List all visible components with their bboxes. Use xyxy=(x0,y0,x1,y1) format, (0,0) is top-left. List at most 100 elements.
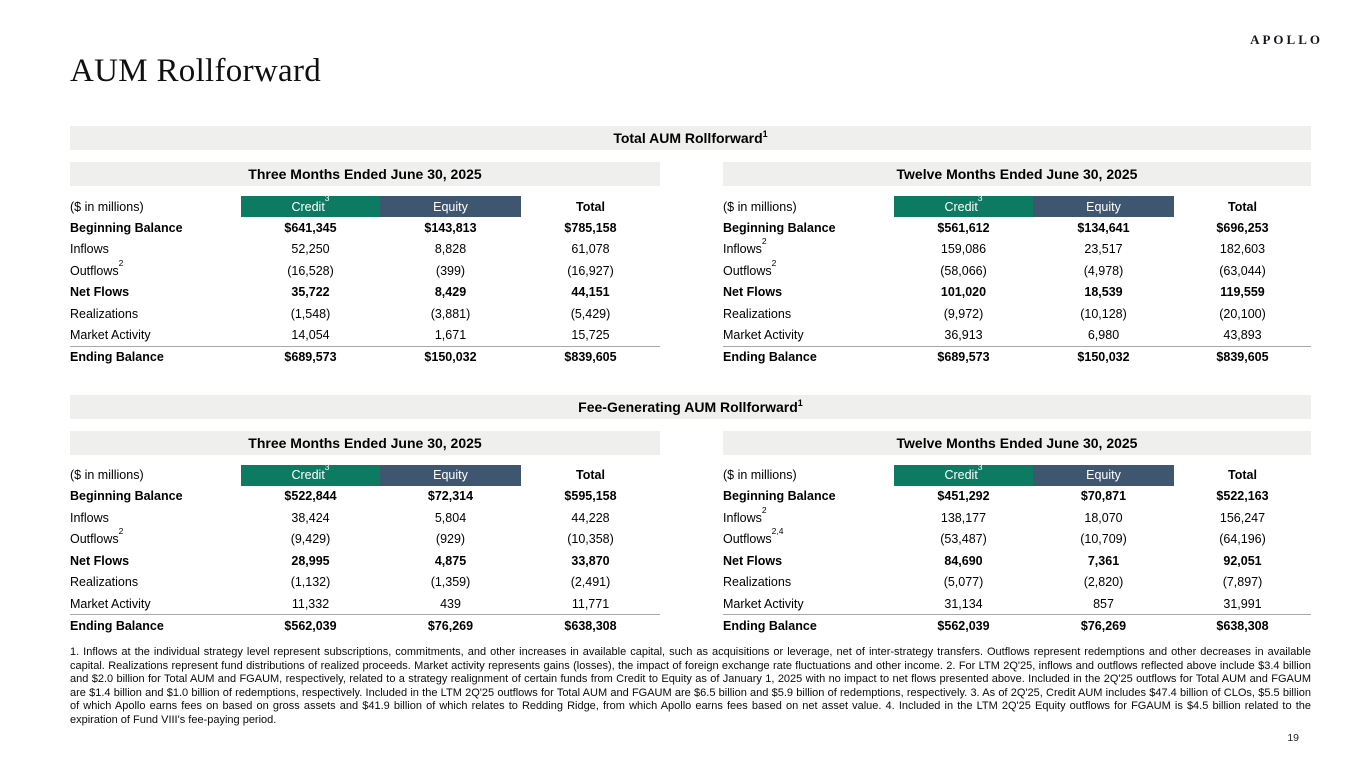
credit-value: 138,177 xyxy=(940,510,987,525)
column-header-credit: Credit3 xyxy=(894,194,1033,217)
table-row: Beginning Balance $561,612 $134,641 $696… xyxy=(723,217,1311,239)
column-header-total: Total xyxy=(576,199,605,214)
credit-value: 52,250 xyxy=(291,242,330,257)
fg-aum-three-month-table: ($ in millions) Credit3 Equity Total Beg… xyxy=(70,463,660,636)
column-header-total: Total xyxy=(1228,199,1257,214)
equity-value: (10,128) xyxy=(1080,306,1127,321)
table-row: Net Flows 84,690 7,361 92,051 xyxy=(723,550,1311,572)
row-label: Outflows xyxy=(70,263,119,278)
table-row: Ending Balance $689,573 $150,032 $839,60… xyxy=(70,345,660,368)
credit-value: (9,429) xyxy=(290,532,331,547)
table-row: Inflows2 138,177 18,070 156,247 xyxy=(723,505,1311,529)
total-aum-three-month-block: Three Months Ended June 30, 2025 ($ in m… xyxy=(70,162,660,368)
column-header-row: ($ in millions) Credit3 Equity Total xyxy=(723,461,1311,486)
column-header-total: Total xyxy=(1228,468,1257,482)
section-title-band: Fee-Generating AUM Rollforward 1 xyxy=(70,394,1311,419)
unit-label: ($ in millions) xyxy=(723,468,797,482)
fee-generating-aum-section: Fee-Generating AUM Rollforward 1 Three Mo… xyxy=(70,394,1311,636)
equity-value: (2,820) xyxy=(1083,575,1124,590)
table-row: Ending Balance $562,039 $76,269 $638,308 xyxy=(70,614,660,636)
unit-label: ($ in millions) xyxy=(70,468,144,482)
total-aum-section: Total AUM Rollforward 1 Three Months Ende… xyxy=(70,126,1311,368)
credit-value: $641,345 xyxy=(284,220,337,235)
period-header-three-month: Three Months Ended June 30, 2025 xyxy=(70,430,660,455)
row-footnote-ref: 2 xyxy=(761,236,767,247)
row-label: Net Flows xyxy=(70,285,130,300)
row-label: Market Activity xyxy=(723,596,804,611)
row-label: Net Flows xyxy=(723,553,783,568)
fg-aum-three-month-block: Three Months Ended June 30, 2025 ($ in m… xyxy=(70,430,660,636)
apollo-logo: APOLLO xyxy=(1250,32,1323,47)
total-value: (63,044) xyxy=(1219,263,1266,278)
table-row: Outflows2 (9,429) (929) (10,358) xyxy=(70,526,660,551)
total-value: 44,151 xyxy=(571,285,610,300)
row-footnote-ref: 2 xyxy=(771,257,777,268)
credit-value: 28,995 xyxy=(291,553,330,568)
credit-value: 31,134 xyxy=(944,596,983,611)
total-value: $638,308 xyxy=(521,614,660,636)
equity-value: $70,871 xyxy=(1080,489,1127,504)
table-row: Beginning Balance $522,844 $72,314 $595,… xyxy=(70,486,660,508)
equity-value: 5,804 xyxy=(434,510,467,525)
row-label: Inflows xyxy=(70,242,109,257)
credit-value: $522,844 xyxy=(284,489,337,504)
credit-value: 84,690 xyxy=(944,553,983,568)
total-aum-three-month-table: ($ in millions) Credit3 Equity Total Beg… xyxy=(70,194,660,368)
fg-aum-twelve-month-block: Twelve Months Ended June 30, 2025 ($ in … xyxy=(723,430,1311,636)
credit-value: (16,528) xyxy=(287,263,334,278)
row-label: Outflows xyxy=(723,263,772,278)
row-label: Ending Balance xyxy=(70,618,164,633)
period-header-twelve-month: Twelve Months Ended June 30, 2025 xyxy=(723,430,1311,455)
credit-value: (53,487) xyxy=(940,532,987,547)
credit-value: 159,086 xyxy=(940,242,987,257)
table-row: Market Activity 14,054 1,671 15,725 xyxy=(70,325,660,347)
credit-value: $562,039 xyxy=(241,614,380,636)
credit-footnote-ref: 3 xyxy=(977,461,983,472)
unit-label: ($ in millions) xyxy=(70,199,144,214)
total-value: (10,358) xyxy=(567,532,614,547)
equity-value: (1,359) xyxy=(430,575,471,590)
equity-value: 439 xyxy=(440,596,461,611)
equity-value: $143,813 xyxy=(424,220,477,235)
credit-value: 35,722 xyxy=(291,285,330,300)
section-title: Fee-Generating AUM Rollforward xyxy=(578,398,798,415)
table-row: Beginning Balance $451,292 $70,871 $522,… xyxy=(723,486,1311,508)
equity-value: (10,709) xyxy=(1080,532,1127,547)
credit-value: $451,292 xyxy=(937,489,990,504)
credit-value: (9,972) xyxy=(943,306,984,321)
table-row: Inflows 52,250 8,828 61,078 xyxy=(70,239,660,261)
row-label: Realizations xyxy=(723,306,792,321)
credit-value: $562,039 xyxy=(894,614,1033,636)
period-header-three-month: Three Months Ended June 30, 2025 xyxy=(70,162,660,186)
unit-label: ($ in millions) xyxy=(723,199,797,214)
equity-value: $150,032 xyxy=(380,345,521,368)
column-header-credit: Credit3 xyxy=(894,461,1033,486)
equity-value: $134,641 xyxy=(1077,220,1130,235)
column-header-row: ($ in millions) Credit3 Equity Total xyxy=(70,463,660,486)
equity-value: 8,828 xyxy=(434,242,467,257)
table-row: Realizations (9,972) (10,128) (20,100) xyxy=(723,303,1311,325)
credit-value: (1,132) xyxy=(290,575,331,590)
total-value: 43,893 xyxy=(1223,328,1262,342)
table-row: Market Activity 31,134 857 31,991 xyxy=(723,593,1311,615)
total-value: $839,605 xyxy=(521,345,660,368)
row-footnote-ref: 2 xyxy=(118,526,124,537)
column-header-equity: Equity xyxy=(1033,196,1174,217)
equity-value: 6,980 xyxy=(1087,328,1120,342)
row-label: Ending Balance xyxy=(70,350,164,364)
equity-value: $76,269 xyxy=(1033,614,1174,636)
column-header-credit: Credit3 xyxy=(241,463,380,486)
table-row: Outflows2 (58,066) (4,978) (63,044) xyxy=(723,257,1311,282)
equity-value: (929) xyxy=(435,532,466,547)
credit-value: 36,913 xyxy=(944,328,983,342)
total-value: (20,100) xyxy=(1219,306,1266,321)
equity-value: 8,429 xyxy=(434,285,467,300)
row-label: Ending Balance xyxy=(723,618,817,633)
total-value: (7,897) xyxy=(1222,575,1263,590)
total-value: 119,559 xyxy=(1220,285,1265,300)
row-label: Market Activity xyxy=(723,328,804,342)
total-value: 15,725 xyxy=(571,328,610,342)
credit-value: $689,573 xyxy=(241,345,380,368)
row-label: Beginning Balance xyxy=(723,220,836,235)
credit-value: $689,573 xyxy=(894,345,1033,368)
